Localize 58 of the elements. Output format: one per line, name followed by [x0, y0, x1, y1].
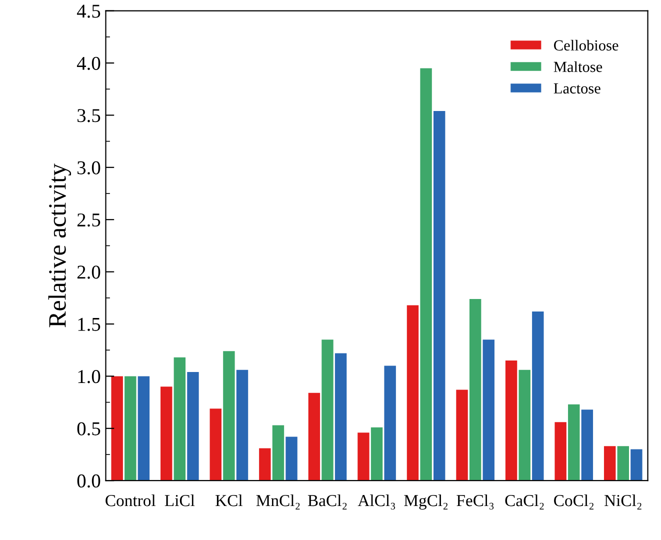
x-tick-label: FeCl₃	[456, 494, 494, 510]
x-tick-label: CaCl₂	[505, 494, 544, 510]
bar	[456, 390, 468, 481]
bar	[384, 366, 396, 481]
y-tick-label: 3.5	[78, 109, 100, 122]
x-tick-label: CoCl₂	[554, 494, 594, 510]
bar	[174, 357, 186, 481]
bar	[604, 446, 616, 481]
bar	[532, 311, 544, 481]
bar	[370, 427, 383, 481]
bar	[420, 68, 432, 481]
bar	[160, 386, 172, 481]
bar	[236, 370, 248, 481]
bar	[505, 360, 518, 481]
bar	[568, 404, 580, 481]
legend-label: Cellobiose	[554, 40, 618, 51]
bar	[433, 111, 446, 481]
bar	[581, 410, 594, 481]
bar	[111, 376, 123, 481]
bar	[406, 305, 419, 481]
y-tick-label: 2.5	[77, 213, 100, 227]
y-tick-label: 1.0	[78, 370, 100, 384]
x-tick-label: NiCl₂	[604, 494, 642, 510]
bar	[210, 408, 222, 481]
x-tick-label: KCl	[216, 494, 243, 506]
x-tick-label: MnCl₂	[256, 494, 300, 510]
x-tick-label: MgCl₂	[404, 494, 448, 510]
y-tick-label: 0.0	[77, 474, 100, 488]
bar	[187, 372, 199, 481]
bar	[630, 449, 642, 481]
legend-label: Maltose	[554, 61, 602, 72]
legend-label: Lactose	[554, 83, 600, 94]
bar	[518, 370, 530, 481]
y-tick-label: 0.5	[77, 422, 100, 436]
y-tick-label: 2.0	[77, 266, 100, 279]
bar	[308, 392, 320, 481]
y-axis-title: Relative activity	[48, 164, 72, 328]
bar	[322, 340, 334, 481]
y-tick-label: 1.5	[78, 318, 100, 332]
x-tick-label: BaCl₂	[308, 494, 347, 510]
bar	[223, 351, 235, 481]
bar	[138, 376, 150, 481]
x-tick-label: AlCl₃	[358, 494, 396, 510]
bar	[554, 422, 566, 481]
x-tick-label: LiCl	[164, 494, 195, 506]
y-tick-label: 3.0	[78, 161, 100, 174]
y-tick-label: 4.5	[76, 4, 100, 18]
bar	[259, 448, 271, 481]
bar	[482, 340, 494, 481]
y-tick-label: 4.0	[76, 56, 100, 70]
bar	[286, 436, 298, 481]
bar	[272, 425, 284, 481]
x-tick-label: Control	[106, 494, 156, 506]
bar	[358, 432, 370, 481]
bar	[334, 353, 347, 481]
bar	[469, 298, 482, 481]
bar	[124, 376, 136, 481]
bar	[617, 446, 629, 481]
